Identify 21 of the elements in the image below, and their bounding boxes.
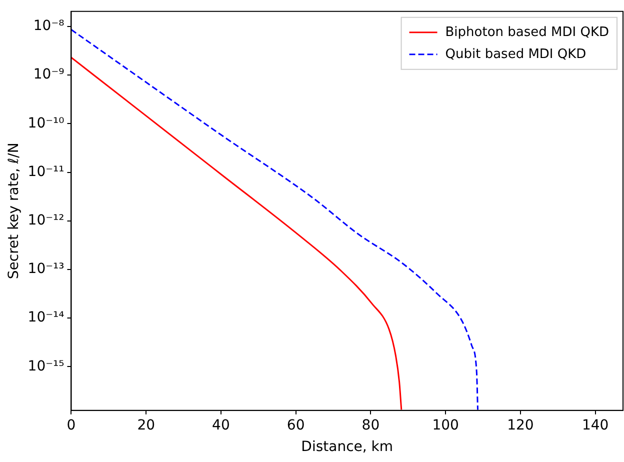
y-tick-label: 10⁻¹⁴: [28, 310, 65, 326]
x-tick-label: 20: [137, 417, 156, 434]
legend-label: Biphoton based MDI QKD: [445, 24, 610, 40]
y-tick-label: 10⁻¹⁵: [28, 358, 64, 374]
y-tick-label: 10⁻¹⁰: [28, 115, 65, 132]
x-tick-label: 40: [212, 417, 230, 434]
x-tick-label: 100: [432, 417, 459, 434]
x-tick-label: 120: [507, 417, 534, 434]
y-axis-title: Secret key rate, ℓ/N: [6, 142, 22, 280]
y-tick-label: 10⁻¹³: [28, 261, 64, 278]
y-tick-label: 10⁻¹¹: [28, 164, 64, 180]
x-tick-label: 60: [286, 417, 305, 434]
x-axis-title: Distance, km: [301, 439, 394, 456]
legend-label: Qubit based MDI QKD: [445, 46, 586, 62]
y-tick-label: 10⁻⁹: [33, 66, 65, 83]
y-tick-label: 10⁻¹²: [28, 212, 64, 229]
x-tick-label: 0: [66, 417, 76, 434]
line-series: [71, 56, 402, 410]
x-tick-label: 140: [582, 417, 609, 434]
x-tick-label: 80: [362, 417, 380, 434]
y-tick-label: 10⁻⁸: [33, 18, 65, 34]
